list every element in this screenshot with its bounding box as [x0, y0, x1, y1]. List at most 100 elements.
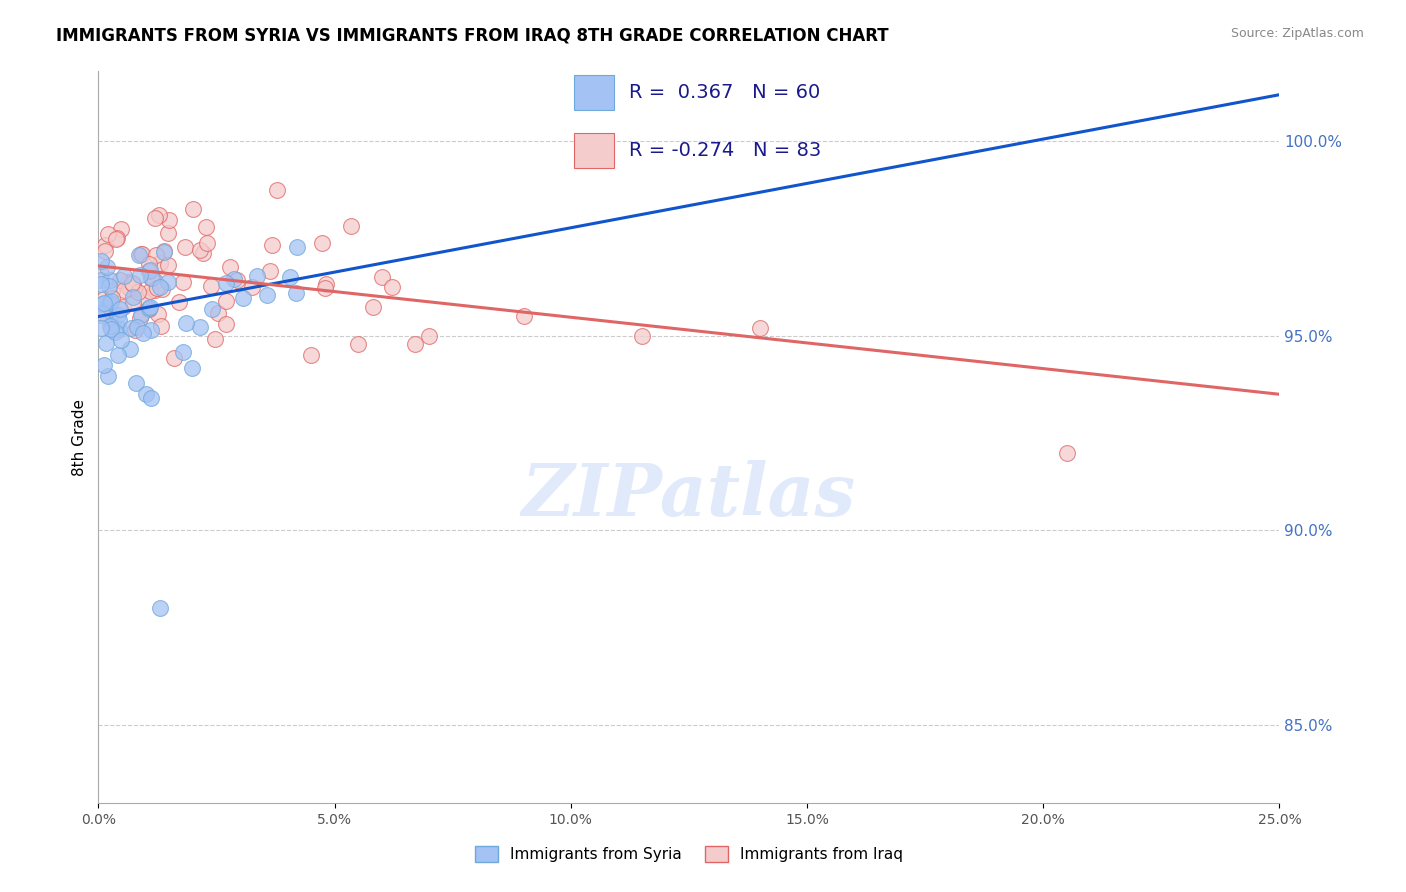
Point [143, 283, 166, 297]
Point [139, 323, 162, 337]
Point [93, 296, 115, 310]
Point [145, 274, 167, 288]
Point [97, 295, 120, 310]
Point [90, 277, 112, 291]
Point [108, 322, 131, 336]
Point [122, 290, 145, 304]
Point [157, 226, 180, 240]
Point [361, 300, 384, 314]
Point [232, 291, 254, 305]
Point [141, 271, 163, 285]
Point [139, 285, 162, 299]
Point [101, 284, 124, 298]
Point [122, 277, 145, 291]
Point [129, 308, 152, 322]
Point [104, 232, 127, 246]
Point [143, 211, 166, 225]
Point [157, 213, 180, 227]
Point [311, 235, 333, 250]
Point [117, 275, 139, 289]
Point [150, 318, 173, 333]
Point [149, 280, 172, 294]
Point [100, 294, 122, 309]
Point [278, 270, 301, 285]
Point [139, 300, 162, 314]
Point [139, 262, 162, 277]
Point [98, 295, 121, 310]
Point [121, 276, 143, 290]
Point [135, 387, 157, 401]
Point [128, 248, 150, 262]
Point [152, 245, 174, 260]
Point [146, 280, 169, 294]
Point [256, 288, 278, 302]
Point [101, 306, 124, 320]
Point [138, 257, 160, 271]
Point [146, 307, 169, 321]
Point [315, 277, 337, 291]
Point [94, 238, 117, 252]
Text: R =  0.367   N = 60: R = 0.367 N = 60 [630, 83, 821, 102]
Point [174, 316, 197, 330]
Point [246, 269, 269, 284]
Point [110, 222, 132, 236]
Y-axis label: 8th Grade: 8th Grade [72, 399, 87, 475]
Point [98, 278, 121, 293]
Point [145, 248, 167, 262]
Point [90, 273, 112, 287]
Point [98, 273, 121, 287]
Point [112, 301, 135, 315]
Point [141, 391, 163, 405]
Point [200, 279, 222, 293]
Point [172, 344, 194, 359]
Point [104, 325, 127, 339]
FancyBboxPatch shape [574, 75, 613, 110]
Point [132, 290, 155, 304]
Point [90, 321, 112, 335]
Point [94, 244, 117, 258]
Point [157, 275, 180, 289]
Point [149, 601, 172, 615]
Point [90, 297, 112, 311]
Point [347, 336, 370, 351]
Point [195, 235, 218, 250]
Point [174, 240, 197, 254]
Text: IMMIGRANTS FROM SYRIA VS IMMIGRANTS FROM IRAQ 8TH GRADE CORRELATION CHART: IMMIGRANTS FROM SYRIA VS IMMIGRANTS FROM… [56, 27, 889, 45]
Point [1056, 445, 1078, 459]
Point [112, 283, 135, 297]
Point [748, 321, 770, 335]
Point [131, 306, 153, 320]
Point [122, 281, 145, 295]
Point [225, 273, 247, 287]
Point [138, 264, 160, 278]
Point [381, 280, 404, 294]
Point [404, 337, 426, 351]
Point [120, 321, 142, 335]
Point [314, 281, 336, 295]
FancyBboxPatch shape [574, 134, 613, 169]
Point [162, 351, 184, 365]
Point [172, 275, 194, 289]
Point [125, 376, 148, 390]
Point [98, 318, 121, 333]
Point [97, 369, 120, 384]
Point [370, 269, 392, 284]
Point [101, 318, 124, 332]
Point [118, 281, 141, 295]
Point [108, 302, 131, 317]
Point [93, 358, 115, 372]
Point [285, 239, 308, 253]
Text: Source: ZipAtlas.com: Source: ZipAtlas.com [1230, 27, 1364, 40]
Point [188, 319, 211, 334]
Point [105, 230, 128, 244]
Point [215, 294, 238, 309]
Point [259, 264, 281, 278]
Point [418, 329, 440, 343]
Point [96, 260, 118, 275]
Point [108, 273, 131, 287]
Point [132, 326, 155, 340]
Point [218, 260, 240, 274]
Point [122, 296, 145, 310]
Point [107, 348, 129, 362]
Point [340, 219, 363, 234]
